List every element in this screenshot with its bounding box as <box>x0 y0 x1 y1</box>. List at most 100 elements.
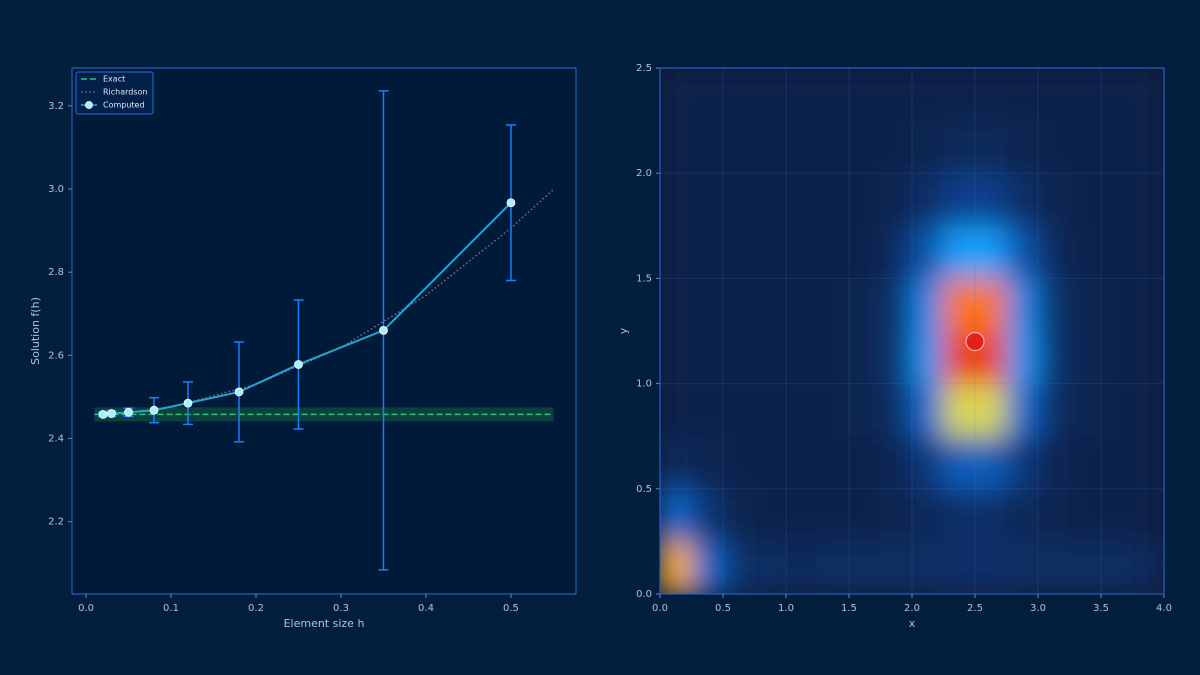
heatmap-cell <box>754 172 787 227</box>
y-tick-label: 2.4 <box>48 433 64 444</box>
legend-box <box>75 71 154 115</box>
heatmap-cell <box>1037 488 1070 542</box>
heatmap-cell <box>1132 540 1164 594</box>
heatmap-cell <box>691 488 724 542</box>
x-tick-label: 1.0 <box>778 603 794 614</box>
heatmap-cell <box>943 435 976 490</box>
y-tick-label: 2.2 <box>48 517 64 528</box>
x-tick-label: 0.0 <box>652 603 668 614</box>
heatmap-cell <box>1100 383 1133 437</box>
heatmap-cell <box>848 540 881 594</box>
x-tick-label: 0.5 <box>715 603 731 614</box>
heatmap-cell <box>817 488 850 542</box>
heatmap-cell <box>1132 120 1164 174</box>
heatmap-cell <box>722 383 755 437</box>
x-tick-label: 3.5 <box>1093 603 1109 614</box>
plot-area <box>72 68 576 594</box>
heatmap-cell <box>848 68 881 122</box>
heatmap-cell <box>660 172 692 227</box>
heatmap-cell <box>691 68 724 122</box>
heatmap-cell <box>1100 172 1133 227</box>
heatmap-cell <box>943 172 976 227</box>
heatmap-cell <box>722 225 755 279</box>
heatmap-cell <box>722 277 755 332</box>
heatmap-cell <box>1069 225 1102 279</box>
y-tick-label: 2.5 <box>636 63 652 74</box>
heatmap-cell <box>911 435 944 490</box>
heatmap-cell <box>1037 68 1070 122</box>
heatmap-cell <box>974 68 1007 122</box>
y-tick-label: 2.6 <box>48 350 64 361</box>
heatmap-cell <box>1006 383 1039 437</box>
heatmap-cell <box>1037 435 1070 490</box>
x-tick-label: 2.0 <box>904 603 920 614</box>
heatmap-clip <box>660 68 1164 594</box>
heatmap-cell <box>880 435 913 490</box>
legend-label: Exact <box>103 75 125 84</box>
heatmap-cell <box>880 330 913 385</box>
axes-frame <box>659 67 1165 595</box>
heatmap-cell <box>943 120 976 174</box>
heatmap-cell <box>1037 172 1070 227</box>
heatmap-cell <box>1006 225 1039 279</box>
heatmap-cell <box>785 172 818 227</box>
heatmap-cell <box>943 225 976 279</box>
heatmap-cell <box>722 120 755 174</box>
heatmap-cell <box>785 488 818 542</box>
heatmap-cell <box>1069 68 1102 122</box>
data-point <box>234 387 244 397</box>
legend-label: Computed <box>103 101 145 110</box>
heatmap-cell <box>1100 488 1133 542</box>
heatmap-cell <box>1069 172 1102 227</box>
heatmap-cell <box>1069 277 1102 332</box>
heatmap-cell <box>974 277 1007 332</box>
x-tick-label: 0.1 <box>163 603 179 614</box>
heatmap-cell <box>974 172 1007 227</box>
heatmap-cell <box>691 277 724 332</box>
heatmap-cell <box>911 540 944 594</box>
data-point <box>149 405 159 415</box>
heatmap <box>660 68 1164 594</box>
heatmap-cell <box>880 540 913 594</box>
y-tick-label: 1.0 <box>636 379 652 390</box>
heatmap-cell <box>785 277 818 332</box>
heatmap-cell <box>911 68 944 122</box>
heatmap-cell <box>1006 540 1039 594</box>
heatmap-cell <box>1006 68 1039 122</box>
x-tick-label: 0.3 <box>333 603 349 614</box>
data-point <box>379 325 388 335</box>
heatmap-cell <box>974 488 1007 542</box>
heatmap-cell <box>911 120 944 174</box>
heatmap-cell <box>880 383 913 437</box>
heatmap-cell <box>691 540 724 594</box>
heatmap-cell <box>1037 383 1070 437</box>
heatmap-cell <box>754 488 787 542</box>
data-point <box>183 398 193 408</box>
x-tick-label: 1.5 <box>841 603 857 614</box>
heatmap-cell <box>1006 120 1039 174</box>
heatmap-cell <box>848 277 881 332</box>
y-axis-label: y <box>617 327 630 334</box>
heatmap-cell <box>911 172 944 227</box>
x-axis-label: Element size h <box>284 617 365 630</box>
heatmap-cell <box>943 68 976 122</box>
heatmap-cell <box>785 383 818 437</box>
heatmap-cell <box>817 540 850 594</box>
heatmap-cell <box>848 330 881 385</box>
heatmap-cell <box>1132 68 1164 122</box>
data-point <box>506 198 516 208</box>
heatmap-cell <box>817 383 850 437</box>
heatmap-cell <box>943 383 976 437</box>
heatmap-cell <box>880 68 913 122</box>
heatmap-cell <box>1069 435 1102 490</box>
heatmap-cell <box>754 330 787 385</box>
heatmap-cell <box>785 225 818 279</box>
heatmap-cell <box>754 68 787 122</box>
heatmap-cell <box>1069 540 1102 594</box>
heatmap-cell <box>911 277 944 332</box>
heatmap-cell <box>1132 330 1164 385</box>
heatmap-cell <box>880 120 913 174</box>
heatmap-cell <box>880 225 913 279</box>
heatmap-cell <box>817 225 850 279</box>
heatmap-cell <box>817 330 850 385</box>
